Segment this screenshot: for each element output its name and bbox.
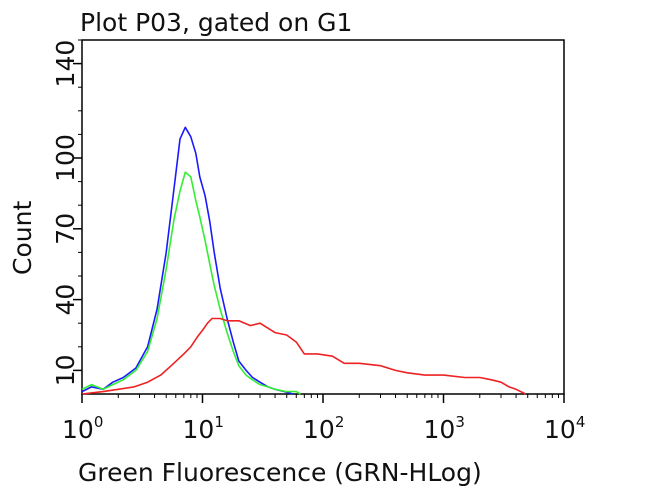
x-tick-label-0: 100: [62, 413, 103, 444]
series-line-2: [81, 171, 301, 395]
x-tick-label-4: 104: [544, 413, 585, 444]
y-tick-label-0: 10: [51, 354, 80, 386]
plot-frame: [81, 39, 565, 395]
series-line-3: [81, 317, 526, 395]
x-tick-label-3: 103: [424, 413, 465, 444]
y-axis-title: Count: [8, 201, 37, 275]
x-tick-label-2: 102: [303, 413, 344, 444]
x-tick-label-1: 101: [183, 413, 224, 444]
series-layer: [81, 126, 526, 395]
y-tick-label-1: 40: [51, 284, 80, 316]
series-line-1: [81, 126, 293, 395]
y-axis: 10 40 70 100 140: [51, 39, 82, 386]
y-tick-label-4: 140: [51, 40, 80, 88]
y-tick-label-2: 70: [51, 213, 80, 245]
y-tick-label-3: 100: [51, 134, 80, 182]
x-axis: 100 101 102 103 104: [62, 394, 585, 444]
x-axis-title: Green Fluorescence (GRN-HLog): [78, 458, 482, 487]
chart-title: Plot P03, gated on G1: [80, 8, 352, 37]
